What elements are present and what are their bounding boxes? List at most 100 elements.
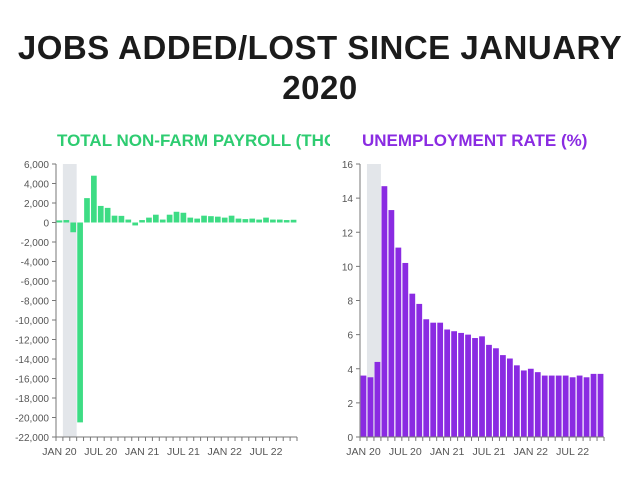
payroll-y-tick-label: -22,000 [15, 433, 49, 444]
payroll-bar [153, 214, 159, 223]
unemployment-bar [444, 329, 451, 437]
unemployment-bar [513, 365, 520, 437]
unemployment-bar [374, 361, 381, 437]
unemployment-bar [486, 344, 492, 437]
unemployment-bar [360, 375, 367, 437]
payroll-x-tick-label: JAN 21 [125, 446, 160, 458]
unemployment-bar [465, 334, 471, 437]
payroll-y-tick-label: -14,000 [15, 355, 49, 366]
payroll-y-tick-label: 2,000 [24, 199, 49, 210]
payroll-chart: 6,000 4,000 2,000 0 -2,000 -4,000 -6,000 -8,000… [15, 160, 298, 458]
payroll-bar [256, 219, 262, 223]
unemployment-bar [541, 375, 548, 437]
payroll-bar [111, 215, 118, 223]
payroll-bar [283, 220, 290, 223]
payroll-y-tick-label: 0 [43, 219, 49, 230]
unemployment-bar [423, 319, 430, 437]
unemployment-x-tick-label: JUL 21 [473, 446, 506, 458]
payroll-bar [214, 216, 221, 223]
unemployment-y-tick-label: 4 [347, 365, 353, 376]
unemployment-chart: 16 14 12 10 8 6 4 2 0 JAN 20 JUL 20 JAN 21 JUL 21 JAN… [342, 160, 605, 458]
payroll-bar [70, 222, 77, 233]
unemployment-bar [520, 370, 527, 437]
unemployment-bar [388, 210, 395, 437]
unemployment-bar [583, 377, 590, 437]
payroll-x-tick-label: JAN 20 [42, 446, 77, 458]
unemployment-y-tick-label: 8 [347, 297, 353, 308]
payroll-bar [166, 214, 173, 223]
unemployment-bar [409, 293, 416, 437]
unemployment-y-tick-label: 12 [342, 228, 354, 239]
payroll-x-tick-label: JUL 21 [167, 446, 200, 458]
payroll-bar [263, 217, 269, 223]
payroll-x-tick-label: JUL 22 [250, 446, 283, 458]
unemployment-bar [479, 336, 485, 437]
unemployment-bar [548, 375, 555, 437]
unemployment-bar [395, 247, 402, 437]
unemployment-bar [597, 373, 604, 437]
payroll-bar [228, 215, 235, 223]
unemployment-bar [451, 331, 457, 437]
payroll-bar [91, 175, 97, 223]
unemployment-bar [472, 338, 478, 437]
unemployment-bar [402, 262, 409, 437]
payroll-bar [159, 219, 166, 223]
chart-title-line-2: 2020 [282, 69, 358, 106]
unemployment-x-tick-label: JAN 20 [346, 446, 381, 458]
unemployment-bar [534, 372, 541, 437]
unemployment-x-tick-label: JUL 20 [389, 446, 422, 458]
payroll-bar [104, 207, 111, 223]
payroll-y-tick-label: -18,000 [15, 394, 49, 405]
unemployment-bar [576, 375, 583, 437]
payroll-bar [56, 220, 63, 223]
payroll-y-tick-label: -4,000 [21, 258, 50, 269]
payroll-chart-title: TOTAL NON-FARM PAYROLL (THOUSANDS) [57, 131, 330, 150]
chart-title-line-1: JOBS ADDED/LOST SINCE JANUARY [17, 29, 623, 66]
payroll-y-tick-label: 4,000 [24, 180, 49, 191]
payroll-bar [125, 219, 132, 223]
unemployment-bar [590, 373, 597, 437]
payroll-bar [77, 222, 83, 423]
payroll-bar [249, 218, 256, 223]
unemployment-chart-title: UNEMPLOYMENT RATE (%) [362, 131, 588, 150]
payroll-bar [187, 217, 194, 223]
payroll-y-tick-label: -10,000 [15, 316, 49, 327]
payroll-y-tick-label: -20,000 [15, 414, 49, 425]
payroll-bar [118, 215, 125, 223]
payroll-y-tick-label: 6,000 [24, 160, 49, 171]
payroll-bar [84, 198, 90, 223]
payroll-bar [132, 222, 139, 226]
chart-title: JOBS ADDED/LOST SINCE JANUARY 2020 [0, 28, 640, 108]
unemployment-y-tick-label: 14 [342, 194, 354, 205]
payroll-bar [180, 212, 187, 223]
unemployment-bar [381, 186, 388, 437]
payroll-bar [139, 220, 145, 223]
payroll-y-tick-label: -12,000 [15, 336, 49, 347]
unemployment-x-tick-label: JAN 22 [514, 446, 549, 458]
payroll-bar [290, 219, 297, 223]
payroll-bar [97, 205, 104, 223]
unemployment-bar [416, 303, 423, 437]
payroll-bar [194, 218, 200, 223]
unemployment-bar [569, 377, 576, 437]
unemployment-bar [430, 322, 437, 437]
payroll-y-tick-label: -8,000 [21, 297, 50, 308]
unemployment-bar [507, 358, 513, 437]
payroll-bar [201, 215, 207, 223]
unemployment-y-tick-label: 6 [347, 331, 353, 342]
unemployment-bar [437, 322, 444, 437]
payroll-x-tick-label: JAN 22 [207, 446, 242, 458]
unemployment-bar [562, 375, 569, 437]
unemployment-bar [527, 368, 534, 437]
payroll-bar [173, 211, 180, 223]
payroll-bar [208, 216, 214, 223]
unemployment-bar [458, 332, 464, 437]
payroll-bar [242, 219, 249, 223]
unemployment-bar [367, 377, 374, 437]
payroll-y-tick-label: -6,000 [21, 277, 50, 288]
unemployment-bar [500, 355, 506, 437]
payroll-x-tick-label: JUL 20 [84, 446, 117, 458]
unemployment-bar [493, 348, 499, 437]
unemployment-y-tick-label: 10 [342, 262, 354, 273]
payroll-bar [146, 217, 152, 223]
